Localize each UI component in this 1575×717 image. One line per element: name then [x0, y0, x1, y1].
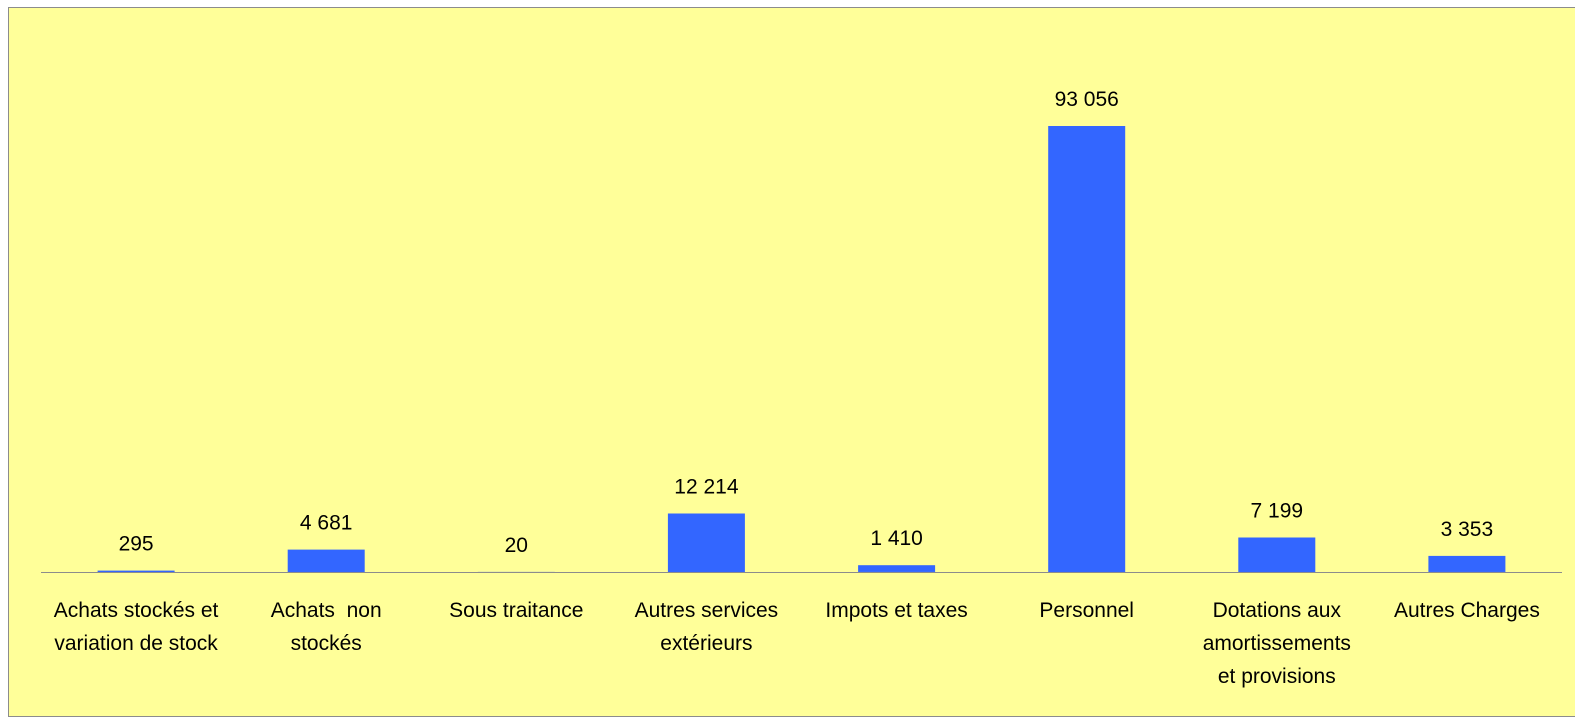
category-label: amortissements [1203, 632, 1351, 655]
bar [98, 571, 175, 572]
category-label: Sous traitance [449, 599, 583, 622]
bar [1428, 556, 1505, 572]
bar [288, 550, 365, 572]
category-label: stockés [291, 632, 362, 655]
category-label: Achats non [271, 599, 382, 622]
data-label: 3 353 [1441, 518, 1494, 541]
bar [668, 514, 745, 573]
category-label: Dotations aux [1213, 599, 1342, 622]
category-label: variation de stock [54, 632, 218, 655]
data-label: 12 214 [674, 476, 739, 499]
category-label: Impots et taxes [825, 599, 967, 622]
data-label: 4 681 [300, 512, 353, 535]
bar [1238, 538, 1315, 573]
bar [1048, 126, 1125, 572]
data-label: 295 [119, 533, 154, 556]
bar [858, 565, 935, 572]
category-label: Achats stockés et [54, 599, 219, 622]
category-label: extérieurs [660, 632, 752, 655]
category-label: Personnel [1039, 599, 1134, 622]
data-label: 20 [505, 534, 528, 557]
category-label: et provisions [1218, 665, 1336, 688]
category-label: Autres Charges [1394, 599, 1540, 622]
data-label: 93 056 [1055, 88, 1119, 111]
data-label: 7 199 [1251, 500, 1304, 523]
data-label: 1 410 [870, 527, 923, 550]
category-label: Autres services [635, 599, 779, 622]
